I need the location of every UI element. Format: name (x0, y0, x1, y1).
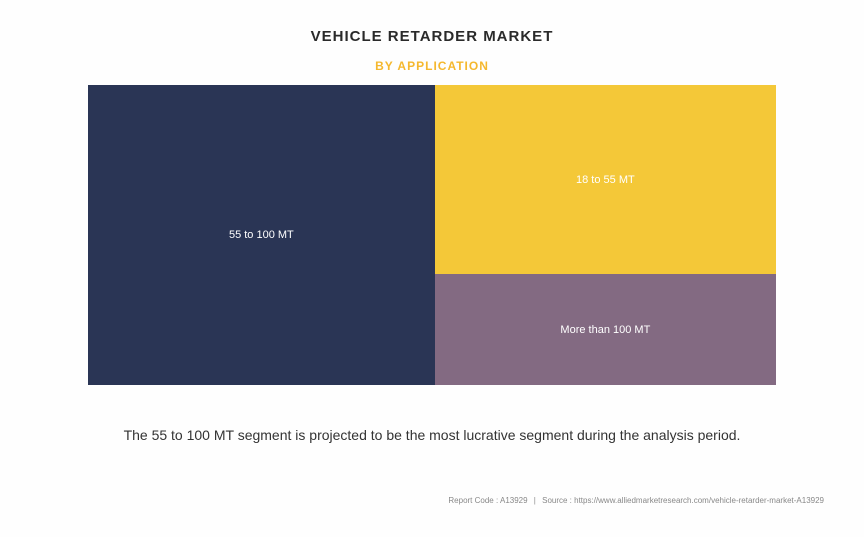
segment-label: 18 to 55 MT (576, 174, 635, 186)
source-label: Source : https://www.alliedmarketresearc… (542, 496, 824, 505)
treemap-container: 55 to 100 MT 18 to 55 MT More than 100 M… (88, 85, 776, 385)
chart-footer: Report Code : A13929 | Source : https://… (448, 496, 824, 505)
chart-title: VEHICLE RETARDER MARKET (40, 28, 824, 45)
segment-more-than-100: More than 100 MT (435, 274, 776, 385)
segment-label: 55 to 100 MT (229, 229, 294, 241)
separator: | (534, 496, 536, 505)
segment-18-to-55: 18 to 55 MT (435, 85, 776, 274)
report-code: Report Code : A13929 (448, 496, 527, 505)
chart-caption: The 55 to 100 MT segment is projected to… (40, 427, 824, 443)
segment-label: More than 100 MT (560, 324, 650, 336)
chart-subtitle: BY APPLICATION (40, 59, 824, 73)
segment-55-to-100: 55 to 100 MT (88, 85, 435, 385)
